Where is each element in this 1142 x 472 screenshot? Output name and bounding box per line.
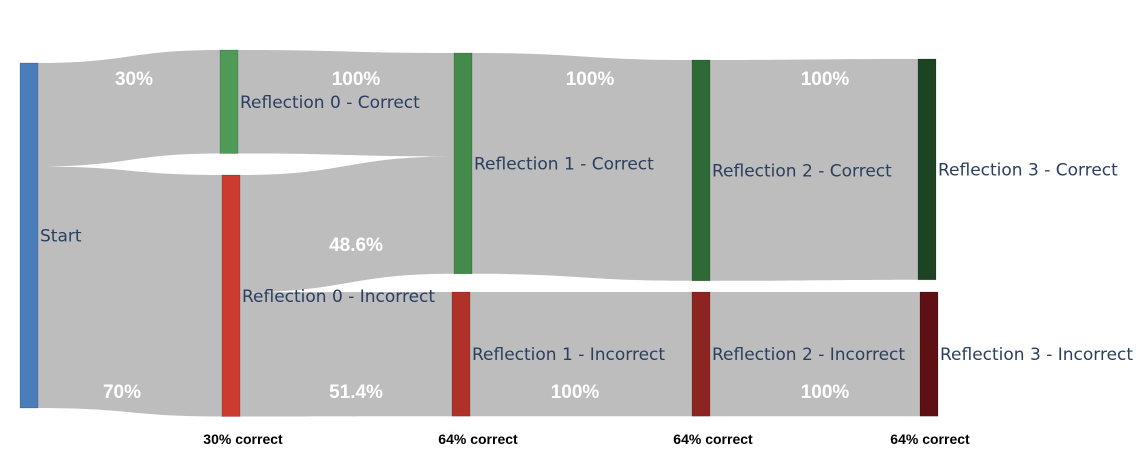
node-r2c[interactable] <box>691 59 711 282</box>
node-r1c[interactable] <box>453 52 473 275</box>
node-label-r2i: Reflection 2 - Incorrect <box>712 345 905 365</box>
node-labels: Start Reflection 0 - Correct Reflection 0 … <box>40 93 1133 365</box>
link-pct-label: 100% <box>801 69 850 90</box>
node-r1i[interactable] <box>451 291 471 417</box>
sankey-nodes <box>19 49 939 417</box>
link-r2c-to-r3c[interactable] <box>710 59 918 281</box>
link-r2i-to-r3i[interactable] <box>710 292 920 417</box>
link-pct-label: 100% <box>801 382 850 403</box>
link-pct-label: 100% <box>551 382 600 403</box>
node-r0c[interactable] <box>219 49 239 154</box>
stage-label-2: 64% correct <box>673 431 753 447</box>
node-r2i[interactable] <box>691 291 711 417</box>
link-pct-label: 48.6% <box>329 235 383 256</box>
link-r0i-to-r1c[interactable] <box>240 156 454 293</box>
node-r3c[interactable] <box>917 58 937 281</box>
stage-label-3: 64% correct <box>890 431 970 447</box>
node-label-start: Start <box>40 227 82 247</box>
node-label-r3c: Reflection 3 - Correct <box>938 160 1118 180</box>
link-pct-label: 30% <box>115 69 153 90</box>
node-label-r1c: Reflection 1 - Correct <box>474 154 654 174</box>
link-r1c-to-r2c[interactable] <box>472 53 692 281</box>
node-label-r1i: Reflection 1 - Incorrect <box>472 345 665 365</box>
stage-accuracy-labels: 30% correct 64% correct 64% correct 64% … <box>203 431 970 447</box>
link-pct-label: 51.4% <box>329 382 383 403</box>
link-pct-label: 100% <box>566 69 615 90</box>
link-start-to-r0c[interactable] <box>38 50 220 167</box>
link-start-to-r0i[interactable] <box>38 166 222 417</box>
stage-label-0: 30% correct <box>203 431 283 447</box>
node-r3i[interactable] <box>919 291 939 417</box>
link-r0i-to-r1i[interactable] <box>240 292 452 417</box>
link-r0c-to-r1c[interactable] <box>238 50 454 157</box>
link-r1i-to-r2i[interactable] <box>470 292 692 417</box>
node-label-r3i: Reflection 3 - Incorrect <box>940 345 1133 365</box>
node-r0i[interactable] <box>221 174 241 417</box>
stage-label-1: 64% correct <box>438 431 518 447</box>
node-label-r2c: Reflection 2 - Correct <box>712 161 892 181</box>
sankey-links <box>38 50 920 417</box>
node-label-r0c: Reflection 0 - Correct <box>240 93 420 113</box>
flow-percentage-labels: 30% 70% 100% 48.6% 51.4% 100% 100% 100% 100% <box>103 69 849 403</box>
link-pct-label: 100% <box>332 69 381 90</box>
node-label-r0i: Reflection 0 - Incorrect <box>242 287 435 307</box>
link-pct-label: 70% <box>103 382 141 403</box>
node-start[interactable] <box>19 62 39 409</box>
